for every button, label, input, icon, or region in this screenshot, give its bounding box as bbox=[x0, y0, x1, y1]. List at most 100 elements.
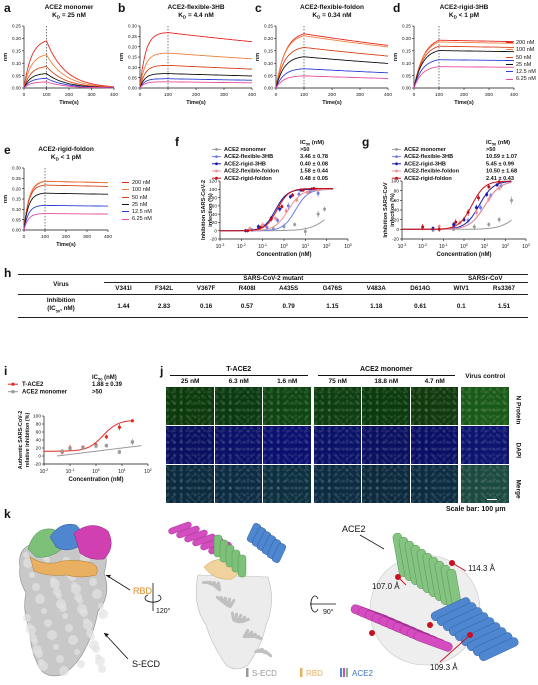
helix bbox=[263, 649, 273, 658]
legend-entry: 25 nM bbox=[122, 202, 152, 209]
distance-label: 109.3 Å bbox=[430, 663, 458, 672]
panel-label-h: h bbox=[4, 266, 12, 280]
surface-texture bbox=[98, 609, 108, 619]
surface-texture bbox=[53, 588, 61, 596]
surface-texture bbox=[32, 645, 42, 655]
x-tick-label: 100 bbox=[300, 92, 308, 98]
y-axis-title: Inhibition SARS-CoV bbox=[383, 182, 389, 238]
legend-label: ACE2-rigid-foldon bbox=[224, 176, 272, 182]
x-tick-label: 400 bbox=[384, 92, 392, 98]
y-tick-label: 0.25 bbox=[12, 24, 21, 29]
legend-label: 200 nM bbox=[132, 180, 151, 186]
y-tick-label: 0 bbox=[38, 454, 41, 460]
distance-label: 107.0 Å bbox=[372, 582, 400, 591]
x-tick-label: 100 bbox=[280, 243, 288, 250]
y-tick-label: 0.25 bbox=[128, 34, 137, 39]
surface-texture bbox=[74, 649, 80, 655]
data-point bbox=[316, 188, 320, 192]
legend-swatch bbox=[300, 668, 303, 677]
data-point bbox=[276, 218, 280, 222]
x-tick-label: 102 bbox=[502, 243, 510, 250]
x-tick-label: 300 bbox=[87, 92, 95, 98]
legend-marker bbox=[11, 390, 15, 394]
legend-label: ACE2-rigid-3HB bbox=[404, 161, 446, 167]
helix bbox=[223, 596, 229, 607]
surface-texture bbox=[92, 589, 102, 599]
y-tick-label: -20 bbox=[392, 237, 399, 243]
ace2-helix-green bbox=[237, 554, 247, 578]
arrowhead bbox=[106, 575, 111, 578]
micrograph-tile bbox=[362, 465, 410, 503]
x-tick-label: 200 bbox=[328, 92, 336, 98]
data-point bbox=[286, 204, 290, 208]
x-tick-label: 100 bbox=[164, 92, 172, 98]
data-point bbox=[104, 435, 108, 439]
data-point bbox=[278, 207, 282, 211]
y-tick-label: 60 bbox=[394, 198, 400, 204]
legend-swatch bbox=[506, 42, 513, 44]
kinetics-kd: KD = 25 nM bbox=[52, 12, 86, 20]
data-point bbox=[284, 209, 288, 213]
concentration-label: 18.8 nM bbox=[374, 378, 399, 385]
x-tick-label: 0 bbox=[139, 92, 142, 98]
x-tick-label: 101 bbox=[118, 468, 126, 475]
x-tick-label: 200 bbox=[460, 92, 468, 98]
surface-texture bbox=[23, 558, 33, 568]
table-column-header: A435S bbox=[278, 285, 299, 292]
surface-texture bbox=[41, 608, 47, 614]
y-tick-label: 40 bbox=[36, 438, 42, 444]
legend-entry: 50 nM bbox=[506, 55, 536, 62]
data-point bbox=[487, 197, 491, 201]
micrograph-tile bbox=[313, 426, 361, 464]
y-tick-label: 100 bbox=[209, 187, 217, 193]
legend-ic50: 1.58 ± 0.44 bbox=[300, 169, 329, 175]
y-tick-label: 80 bbox=[394, 188, 400, 194]
data-point bbox=[117, 425, 121, 429]
mutant-table: Virus SARS-CoV-2 mutant SARSr-CoV V341I F… bbox=[18, 274, 528, 318]
x-tick-label: 10-3 bbox=[398, 243, 407, 250]
ic50-header: IC50 (nM) bbox=[486, 140, 510, 147]
micrograph-tile bbox=[461, 426, 509, 464]
sensorgram-curve bbox=[23, 204, 108, 231]
y-axis-title: infection (%) bbox=[208, 193, 214, 227]
legend-swatch bbox=[343, 668, 345, 677]
ace2-helix-magenta bbox=[168, 521, 192, 535]
data-point bbox=[246, 229, 250, 233]
group-header: ACE2 monomer bbox=[359, 366, 413, 373]
x-tick-label: 10-2 bbox=[418, 243, 427, 250]
x-tick-label: 400 bbox=[248, 92, 256, 98]
data-point bbox=[273, 216, 277, 220]
x-tick-label: 102 bbox=[144, 468, 152, 475]
legend-swatch bbox=[122, 203, 129, 205]
y-tick-label: 0.20 bbox=[12, 186, 21, 191]
sensorgram-curve bbox=[413, 66, 514, 89]
surface-texture bbox=[68, 635, 78, 645]
x-tick-label: 400 bbox=[510, 92, 518, 98]
kinetics-kd: KD = 0.34 nM bbox=[312, 12, 351, 20]
table-column-header: WIV1 bbox=[453, 285, 469, 292]
ace2-helix-blue bbox=[271, 543, 287, 563]
legend-marker bbox=[395, 155, 398, 158]
data-point bbox=[479, 206, 483, 210]
sensorgram-curve bbox=[413, 50, 514, 89]
data-point bbox=[280, 205, 284, 209]
y-axis-title: Inhibition SARS-CoV-2 bbox=[201, 180, 207, 240]
table-row-label-text: Inhibition bbox=[46, 297, 76, 304]
legend-label: T-ACE2 bbox=[22, 382, 44, 388]
legend-ic50: 0.40 ± 0.08 bbox=[300, 161, 328, 167]
kinetics-title: ACE2-rigid-3HB bbox=[440, 4, 489, 11]
x-tick-label: 0 bbox=[275, 92, 278, 98]
legend-label: 25 nM bbox=[132, 201, 148, 208]
x-tick-label: 10-1 bbox=[258, 243, 267, 250]
micrograph-tile bbox=[214, 387, 262, 425]
x-tick-label: 10-2 bbox=[40, 468, 49, 475]
data-point bbox=[269, 217, 273, 221]
table-column-header: V483A bbox=[366, 285, 386, 292]
table-cell: 0.57 bbox=[240, 302, 254, 310]
micrograph-tile bbox=[410, 465, 458, 503]
data-point bbox=[316, 212, 320, 216]
helix bbox=[244, 630, 254, 639]
surface-texture bbox=[95, 654, 101, 660]
sensorgram-curve bbox=[413, 39, 514, 89]
legend-label: ACE2-flexible-foldon bbox=[224, 169, 280, 175]
